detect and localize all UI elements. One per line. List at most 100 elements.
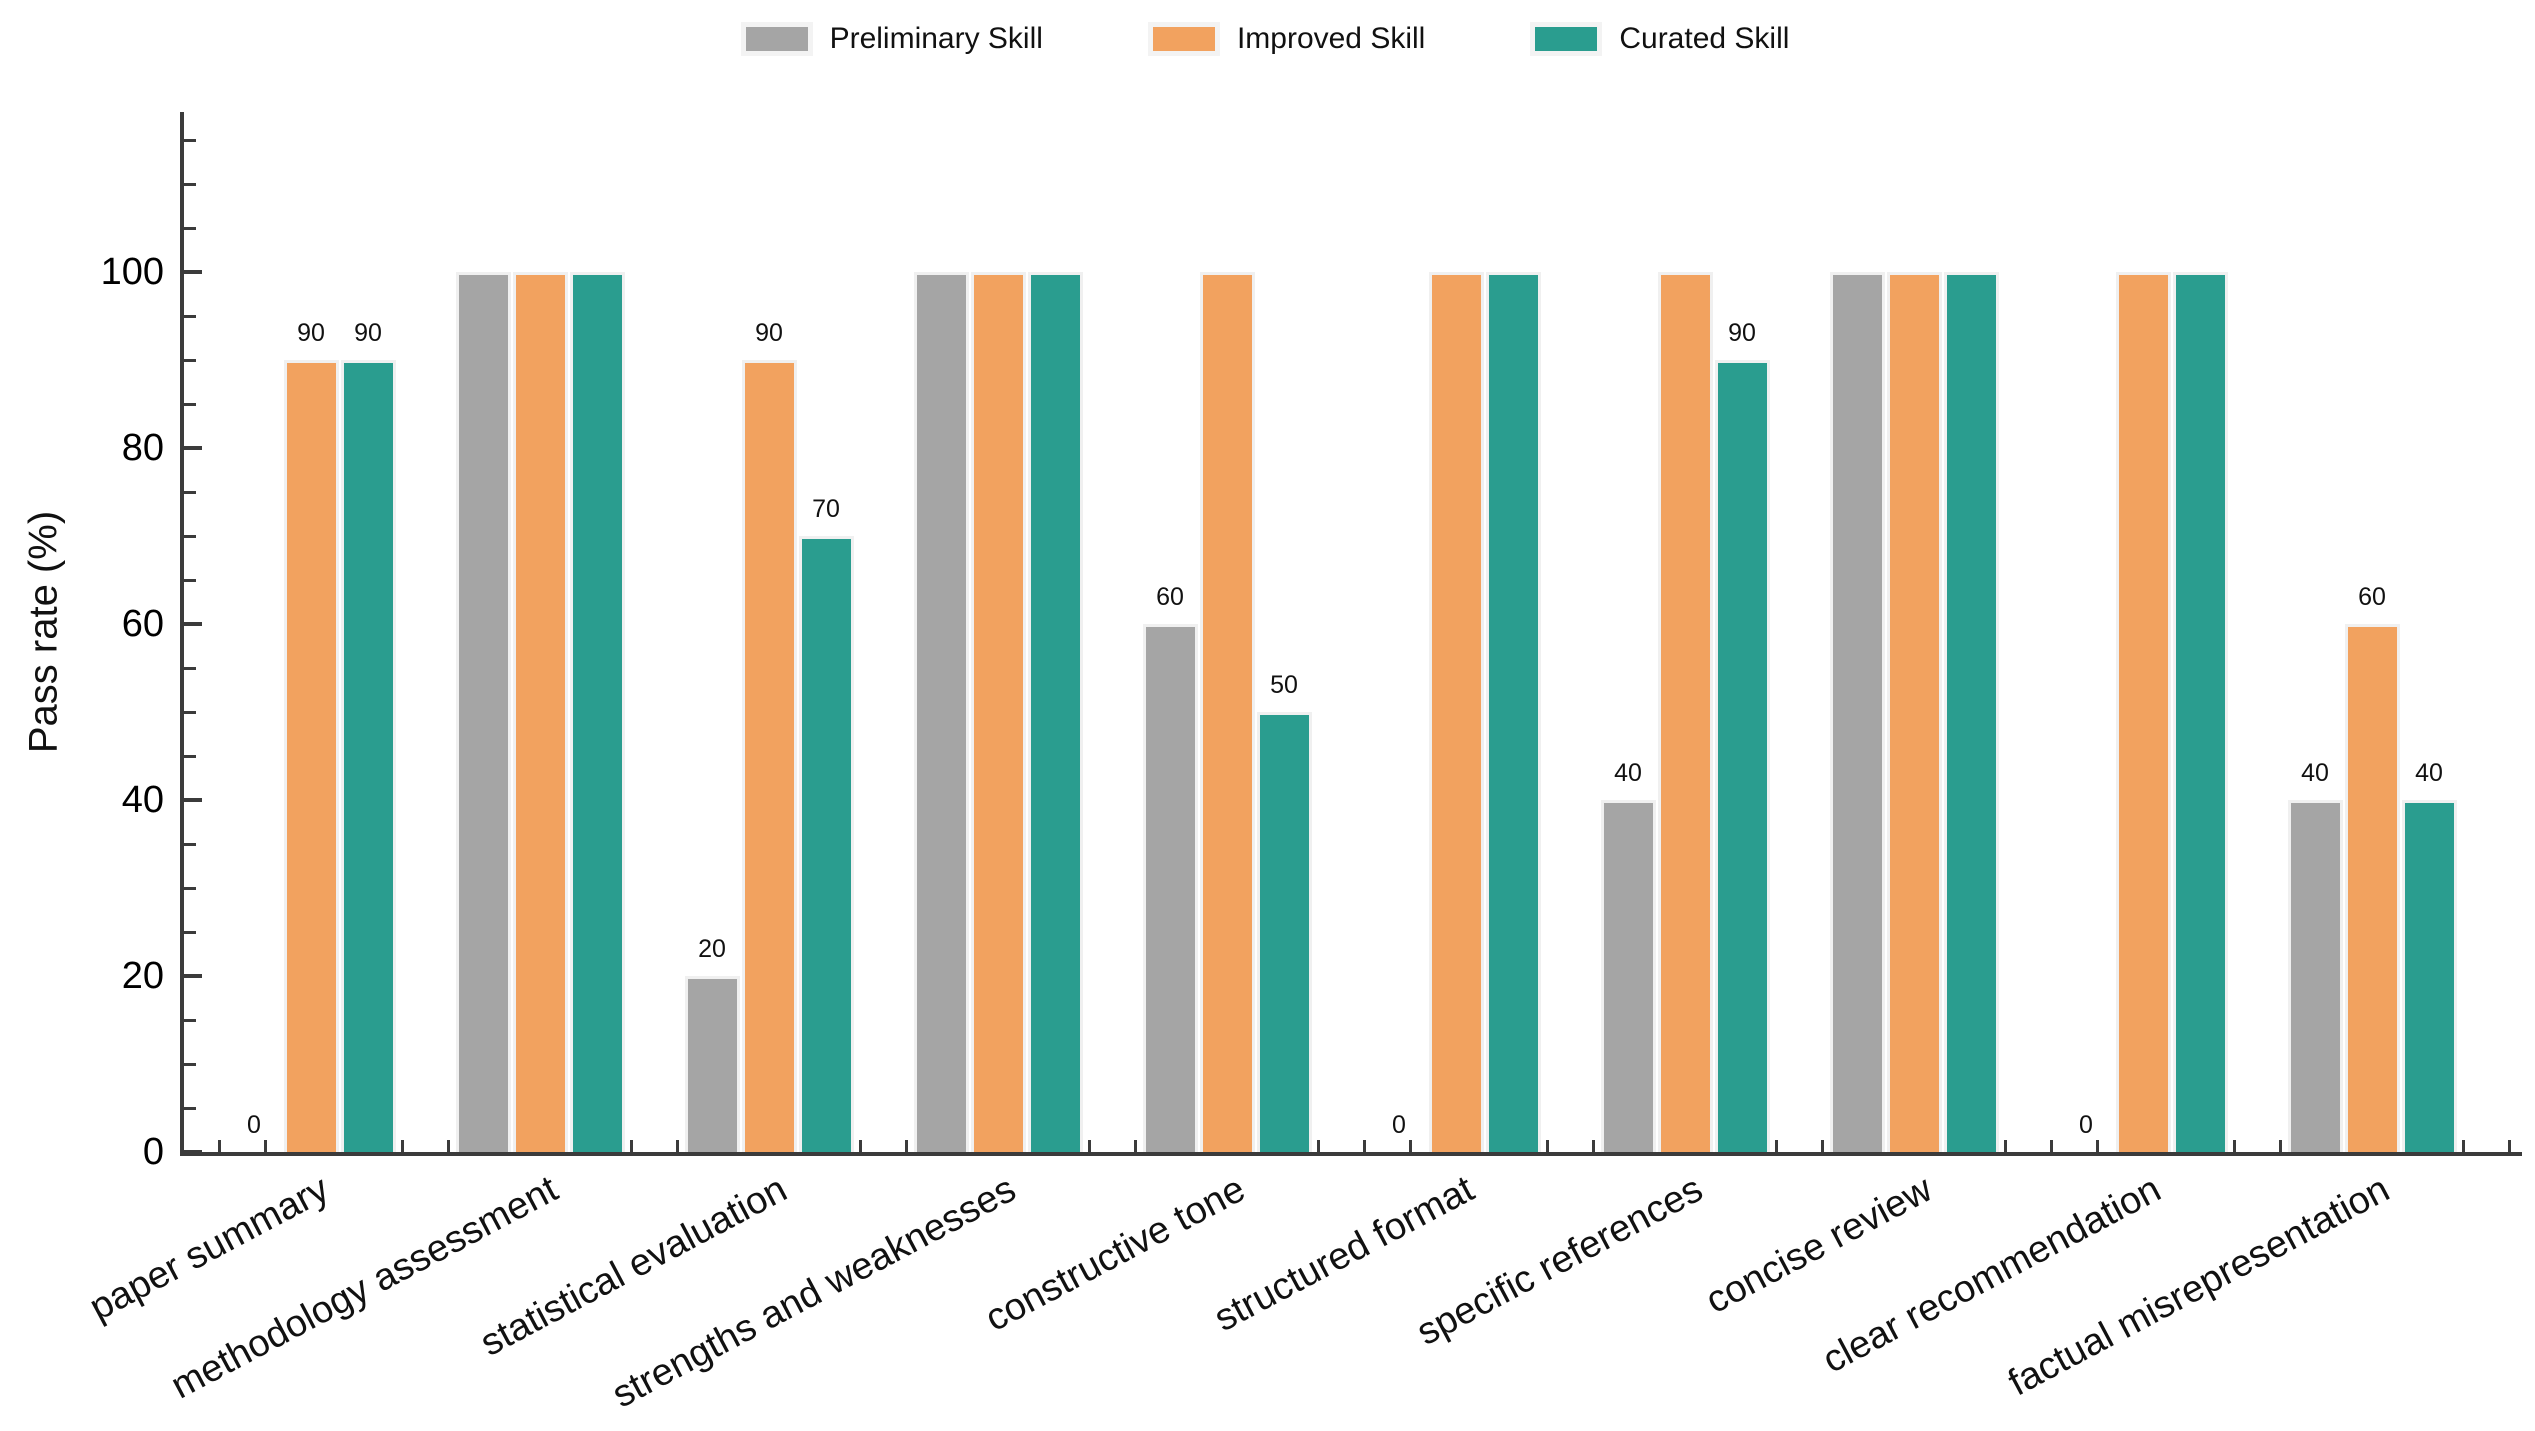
x-axis-spine [180, 1152, 2522, 1156]
y-major-tick [184, 622, 202, 626]
x-minor-tick [1133, 1140, 1137, 1152]
bar-value-label: 90 [297, 319, 325, 347]
x-category-label: factual misrepresentation [2002, 1168, 2397, 1405]
bar [1428, 272, 1484, 1152]
y-minor-tick [184, 1062, 196, 1066]
y-major-tick [184, 974, 202, 978]
x-minor-tick [2095, 1140, 2099, 1152]
legend-swatch-curated-skill [1530, 22, 1603, 56]
bar-value-label: 70 [812, 495, 840, 523]
bar [1485, 272, 1541, 1152]
bar-value-label: 90 [354, 319, 382, 347]
y-minor-tick [184, 930, 196, 934]
y-major-tick [184, 798, 202, 802]
y-minor-tick [184, 578, 196, 582]
x-minor-tick [263, 1140, 267, 1152]
y-minor-tick [184, 710, 196, 714]
y-tick-label: 80 [121, 427, 164, 469]
y-tick-label: 100 [100, 251, 164, 293]
legend-swatch-improved-skill [1147, 22, 1220, 56]
bar [2401, 800, 2457, 1152]
x-minor-tick [859, 1140, 863, 1152]
bar [741, 360, 797, 1152]
x-minor-tick [1775, 1140, 1779, 1152]
x-minor-tick [1362, 1140, 1366, 1152]
bar-value-label: 40 [2415, 759, 2443, 787]
bar [2115, 272, 2171, 1152]
x-category-label: strengths and weaknesses [605, 1168, 1023, 1417]
bar [684, 976, 740, 1152]
y-minor-tick [184, 754, 196, 758]
bar [798, 536, 854, 1152]
x-minor-tick [1088, 1140, 1092, 1152]
x-minor-tick [1317, 1140, 1321, 1152]
x-category-label: methodology assessment [164, 1168, 565, 1408]
bar-value-label: 0 [1392, 1111, 1406, 1139]
y-minor-tick [184, 138, 196, 142]
x-minor-tick [2507, 1140, 2511, 1152]
x-minor-tick [401, 1140, 405, 1152]
bar [1943, 272, 1999, 1152]
x-minor-tick [1591, 1140, 1595, 1152]
x-category-label: constructive tone [978, 1168, 1252, 1340]
bar [2172, 272, 2228, 1152]
y-tick-label: 20 [121, 955, 164, 997]
x-minor-tick [446, 1140, 450, 1152]
bar-value-label: 60 [1156, 583, 1184, 611]
legend-item-preliminary-skill: Preliminary Skill [740, 22, 1043, 56]
bar [340, 360, 396, 1152]
bar-value-label: 0 [2079, 1111, 2093, 1139]
bar [970, 272, 1026, 1152]
bar [455, 272, 511, 1152]
bar [283, 360, 339, 1152]
bar [1027, 272, 1083, 1152]
y-major-tick [184, 446, 202, 450]
x-minor-tick [904, 1140, 908, 1152]
legend-label-improved-skill: Improved Skill [1236, 22, 1426, 55]
x-minor-tick [2233, 1140, 2237, 1152]
bar-value-label: 0 [247, 1111, 261, 1139]
y-major-tick [184, 1150, 202, 1154]
y-major-tick [184, 270, 202, 274]
y-tick-label: 0 [142, 1131, 164, 1173]
legend-label-curated-skill: Curated Skill [1619, 22, 1790, 55]
bar [1886, 272, 1942, 1152]
y-minor-tick [184, 534, 196, 538]
bar [1199, 272, 1255, 1152]
bar-value-label: 90 [755, 319, 783, 347]
bar-value-label: 60 [2358, 583, 2386, 611]
bar-value-label: 90 [1728, 319, 1756, 347]
y-minor-tick [184, 402, 196, 406]
legend: Preliminary Skill Improved Skill Curated… [0, 22, 2535, 56]
bar [1256, 712, 1312, 1152]
bar [1829, 272, 1885, 1152]
y-minor-tick [184, 490, 196, 494]
x-minor-tick [217, 1140, 221, 1152]
y-minor-tick [184, 226, 196, 230]
x-minor-tick [1820, 1140, 1824, 1152]
bar [569, 272, 625, 1152]
x-minor-tick [2462, 1140, 2466, 1152]
x-minor-tick [630, 1140, 634, 1152]
bar [512, 272, 568, 1152]
y-minor-tick [184, 886, 196, 890]
bar-value-label: 40 [2301, 759, 2329, 787]
bar-value-label: 40 [1614, 759, 1642, 787]
bar [1657, 272, 1713, 1152]
x-minor-tick [2278, 1140, 2282, 1152]
bar [2344, 624, 2400, 1152]
x-minor-tick [2004, 1140, 2008, 1152]
bar [1142, 624, 1198, 1152]
legend-item-improved-skill: Improved Skill [1147, 22, 1426, 56]
y-minor-tick [184, 358, 196, 362]
bar [2287, 800, 2343, 1152]
bar-value-label: 20 [698, 935, 726, 963]
legend-swatch-preliminary-skill [740, 22, 813, 56]
x-minor-tick [1408, 1140, 1412, 1152]
x-minor-tick [2049, 1140, 2053, 1152]
y-tick-label: 60 [121, 603, 164, 645]
bar-value-label: 50 [1270, 671, 1298, 699]
y-axis-spine [180, 112, 184, 1156]
y-minor-tick [184, 314, 196, 318]
